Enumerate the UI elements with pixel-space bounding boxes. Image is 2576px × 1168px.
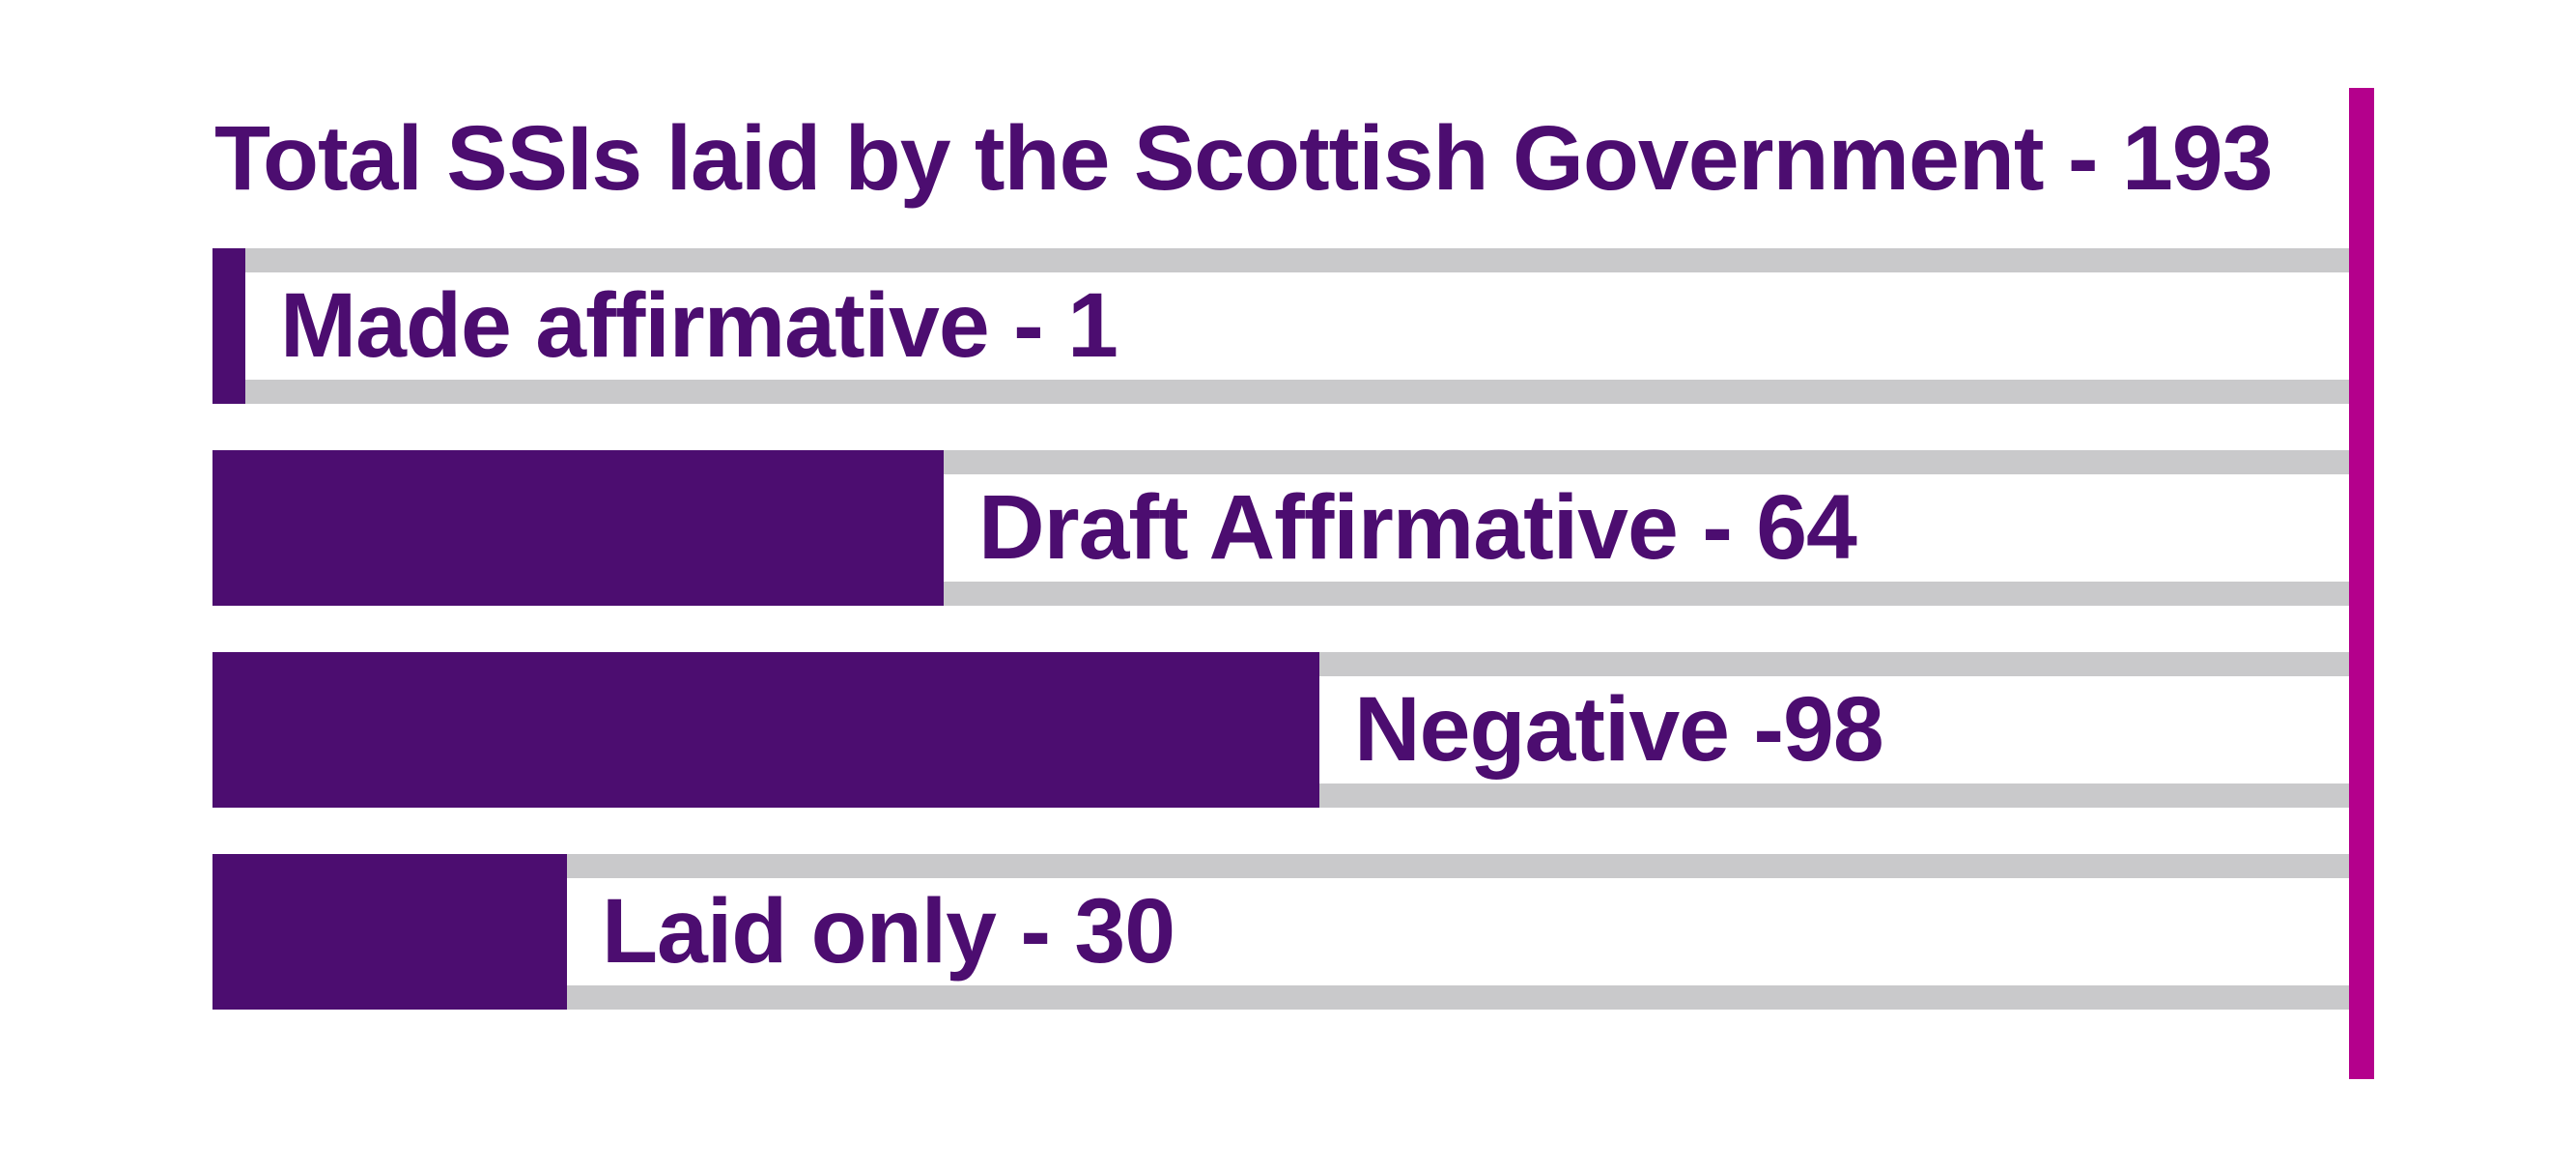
bar-row-made-affirmative: Made affirmative - 1 (212, 248, 2349, 404)
chart-title: Total SSIs laid by the Scottish Governme… (214, 107, 2273, 210)
right-accent-rule (2349, 88, 2374, 1079)
bar-row-laid-only: Laid only - 30 (212, 854, 2349, 1010)
bar-label: Made affirmative - 1 (280, 274, 1118, 377)
bar-fill (212, 248, 245, 404)
bar-fill (212, 450, 944, 606)
bar-label: Negative -98 (1354, 678, 1884, 781)
bar-row-negative: Negative -98 (212, 652, 2349, 808)
bar-label: Laid only - 30 (602, 880, 1175, 983)
bar-fill (212, 854, 567, 1010)
bar-fill (212, 652, 1319, 808)
bar-label: Draft Affirmative - 64 (978, 476, 1857, 579)
bar-row-draft-affirmative: Draft Affirmative - 64 (212, 450, 2349, 606)
